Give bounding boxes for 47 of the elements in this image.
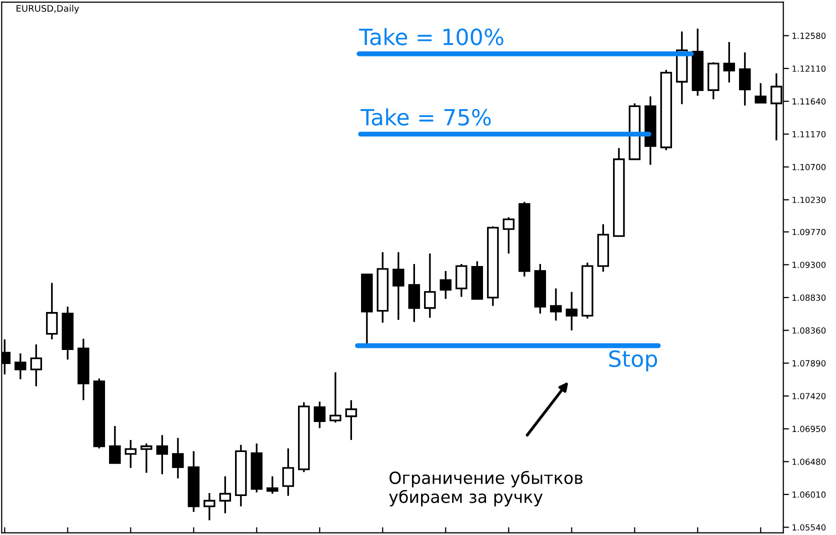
candlestick xyxy=(345,399,358,441)
y-tick-label: 1.09770 xyxy=(792,228,826,236)
candlestick xyxy=(314,400,326,429)
candlestick xyxy=(408,263,420,323)
candlestick xyxy=(723,41,736,84)
y-tick-label: 1.06950 xyxy=(792,426,826,432)
y-tick-label: 1.06480 xyxy=(792,458,826,465)
y-tick-label: 1.08360 xyxy=(792,327,826,334)
candlestick xyxy=(156,434,168,476)
y-tick-label: 1.12580 xyxy=(792,32,826,39)
y-tick-label: 1.11170 xyxy=(792,131,826,138)
chart-title: EURUSD,Daily xyxy=(16,4,80,14)
candlestick xyxy=(266,475,278,495)
annotation: Stop xyxy=(609,350,658,372)
annotation: Take = 75% xyxy=(360,108,491,126)
candlestick xyxy=(172,437,184,480)
y-tick-label: 1.08830 xyxy=(792,294,826,301)
candlestick xyxy=(440,270,452,300)
candlestick xyxy=(14,352,26,380)
candlestick xyxy=(550,288,562,322)
y-tick-label: 1.11640 xyxy=(792,98,826,105)
y-tick-label: 1.05540 xyxy=(792,524,826,531)
annotation: Take = 100% xyxy=(358,28,504,46)
annotation: Ограничение убытков убираем за ручку xyxy=(389,470,582,506)
y-tick-label: 1.07420 xyxy=(792,392,826,400)
candlestick xyxy=(124,439,137,469)
candlestick xyxy=(282,448,294,497)
candlestick xyxy=(30,343,42,388)
candlestick xyxy=(330,371,342,424)
candlestick xyxy=(392,251,404,321)
candlestick xyxy=(219,475,232,514)
candlestick xyxy=(566,291,578,332)
candlestick xyxy=(424,252,436,319)
candlestick xyxy=(140,442,152,474)
candlestick xyxy=(754,82,767,104)
y-tick-label: 1.07890 xyxy=(792,360,826,366)
y-tick-label: 1.10230 xyxy=(792,196,826,204)
y-tick-label: 1.06010 xyxy=(792,491,826,498)
candlestick xyxy=(46,282,58,340)
candlestick xyxy=(109,425,121,464)
candlestick xyxy=(204,492,216,522)
candlestick xyxy=(502,216,515,254)
candlestick xyxy=(456,263,468,298)
y-tick-label: 1.12110 xyxy=(792,65,826,72)
y-tick-label: 1.10700 xyxy=(792,164,826,170)
y-tick-label: 1.09300 xyxy=(792,262,826,268)
candlestick xyxy=(739,52,751,106)
